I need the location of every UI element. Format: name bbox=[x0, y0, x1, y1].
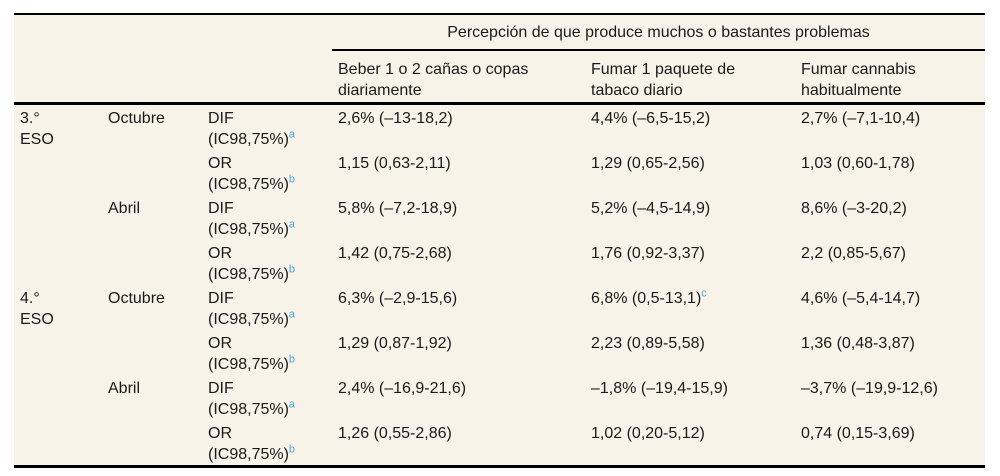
footnote-marker: b bbox=[288, 443, 296, 456]
value-cell: 1,76 (0,92-3,37) bbox=[591, 244, 705, 262]
column-header-line: Beber 1 o 2 cañas o copas bbox=[338, 61, 529, 78]
stat-cell: DIF (IC98,75%)a bbox=[202, 195, 332, 240]
stat-ci: (IC98,75%)a bbox=[208, 128, 296, 148]
stat-cell: DIF (IC98,75%)a bbox=[202, 285, 332, 330]
stat-ci: (IC98,75%)a bbox=[208, 308, 296, 328]
value-cell: 2,7% (–7,1-10,4) bbox=[801, 109, 921, 127]
value-cell: 1,42 (0,75-2,68) bbox=[338, 244, 452, 262]
stat-cell: OR (IC98,75%)b bbox=[202, 150, 332, 195]
table-row: Abril DIF (IC98,75%)a 2,4% (–16,9-21,6) … bbox=[14, 375, 985, 420]
empty-header-cell bbox=[14, 14, 102, 50]
stat-name: OR bbox=[208, 424, 232, 442]
value-cell: 0,74 (0,15-3,69) bbox=[801, 424, 915, 442]
value-cell: –3,7% (–19,9-12,6) bbox=[801, 379, 938, 397]
value-cell: 5,2% (–4,5-14,9) bbox=[591, 199, 711, 217]
stat-ci: (IC98,75%)a bbox=[208, 218, 296, 238]
results-table: Percepción de que produce muchos o basta… bbox=[14, 13, 985, 468]
stat-name: OR bbox=[208, 244, 232, 262]
footnote-marker: b bbox=[288, 173, 296, 186]
footnote-marker: a bbox=[288, 128, 296, 141]
grade-line: 4.° bbox=[20, 289, 40, 307]
column-header-line: Fumar 1 paquete de bbox=[591, 61, 736, 78]
grade-line: 3.° bbox=[20, 109, 40, 127]
empty-header-cell bbox=[202, 14, 332, 50]
footnote-marker: b bbox=[288, 263, 296, 276]
column-header-cannabis: Fumar cannabis habitualmente bbox=[795, 50, 985, 105]
month-cell: Abril bbox=[108, 379, 141, 397]
column-header-row: Beber 1 o 2 cañas o copas diariamente Fu… bbox=[14, 50, 985, 105]
footnote-marker: a bbox=[288, 218, 296, 231]
stat-ci: (IC98,75%)b bbox=[208, 263, 296, 283]
value-cell: 6,3% (–2,9-15,6) bbox=[338, 289, 458, 307]
stat-name: OR bbox=[208, 334, 232, 352]
value-cell: 1,36 (0,48-3,87) bbox=[801, 334, 915, 352]
table-row: OR (IC98,75%)b 1,42 (0,75-2,68) 1,76 (0,… bbox=[14, 240, 985, 285]
table-row: OR (IC98,75%)b 1,26 (0,55-2,86) 1,02 (0,… bbox=[14, 420, 985, 467]
results-table-wrapper: Percepción de que produce muchos o basta… bbox=[14, 13, 985, 468]
stat-name: DIF bbox=[208, 109, 234, 127]
footnote-marker: a bbox=[288, 398, 296, 411]
value-cell: 2,6% (–13-18,2) bbox=[338, 109, 453, 127]
footnote-marker: b bbox=[288, 353, 296, 366]
stat-cell: DIF (IC98,75%)a bbox=[202, 103, 332, 150]
table-row: OR (IC98,75%)b 1,29 (0,87-1,92) 2,23 (0,… bbox=[14, 330, 985, 375]
stat-name: OR bbox=[208, 154, 232, 172]
value-cell: 4,6% (–5,4-14,7) bbox=[801, 289, 921, 307]
empty-header-cell bbox=[202, 50, 332, 105]
column-header-beber: Beber 1 o 2 cañas o copas diariamente bbox=[332, 50, 585, 105]
table-row: 3.° ESO Octubre DIF (IC98,75%)a 2,6% (–1… bbox=[14, 103, 985, 150]
column-header-tabaco: Fumar 1 paquete de tabaco diario bbox=[585, 50, 795, 105]
value-cell: 1,29 (0,65-2,56) bbox=[591, 154, 705, 172]
month-cell: Abril bbox=[108, 199, 141, 217]
column-header-line: habitualmente bbox=[801, 82, 902, 99]
table-row: OR (IC98,75%)b 1,15 (0,63-2,11) 1,29 (0,… bbox=[14, 150, 985, 195]
column-header-line: diariamente bbox=[338, 82, 422, 99]
value-cell: 8,6% (–3-20,2) bbox=[801, 199, 907, 217]
stat-cell: DIF (IC98,75%)a bbox=[202, 375, 332, 420]
grade-line: ESO bbox=[20, 310, 54, 328]
value-cell: 5,8% (–7,2-18,9) bbox=[338, 199, 458, 217]
spanner-row: Percepción de que produce muchos o basta… bbox=[14, 14, 985, 51]
stat-name: DIF bbox=[208, 379, 234, 397]
value-cell: 1,03 (0,60-1,78) bbox=[801, 154, 915, 172]
stat-name: DIF bbox=[208, 199, 234, 217]
value-cell: 1,15 (0,63-2,11) bbox=[338, 154, 451, 172]
stat-ci: (IC98,75%)b bbox=[208, 443, 296, 463]
stat-ci: (IC98,75%)b bbox=[208, 353, 296, 373]
table-row: 4.° ESO Octubre DIF (IC98,75%)a 6,3% (–2… bbox=[14, 285, 985, 330]
value-cell: 2,23 (0,89-5,58) bbox=[591, 334, 705, 352]
grade-cell-4eso: 4.° ESO bbox=[14, 285, 102, 467]
value-cell: 2,2 (0,85-5,67) bbox=[801, 244, 906, 262]
value-cell: 1,02 (0,20-5,12) bbox=[591, 424, 705, 442]
column-header-line: tabaco diario bbox=[591, 82, 683, 99]
stat-cell: OR (IC98,75%)b bbox=[202, 330, 332, 375]
value-cell: 1,26 (0,55-2,86) bbox=[338, 424, 452, 442]
month-cell: Octubre bbox=[108, 109, 165, 127]
stat-cell: OR (IC98,75%)b bbox=[202, 420, 332, 467]
spanner-header: Percepción de que produce muchos o basta… bbox=[332, 14, 985, 51]
grade-line: ESO bbox=[20, 130, 54, 148]
empty-header-cell bbox=[102, 50, 202, 105]
column-header-line: Fumar cannabis bbox=[801, 61, 916, 78]
empty-header-cell bbox=[102, 14, 202, 50]
stat-ci: (IC98,75%)a bbox=[208, 398, 296, 418]
grade-cell-3eso: 3.° ESO bbox=[14, 103, 102, 285]
table-row: Abril DIF (IC98,75%)a 5,8% (–7,2-18,9) 5… bbox=[14, 195, 985, 240]
empty-header-cell bbox=[14, 50, 102, 105]
stat-name: DIF bbox=[208, 289, 234, 307]
value-cell: –1,8% (–19,4-15,9) bbox=[591, 379, 728, 397]
value-cell: 2,4% (–16,9-21,6) bbox=[338, 379, 467, 397]
month-cell: Octubre bbox=[108, 289, 165, 307]
stat-cell: OR (IC98,75%)b bbox=[202, 240, 332, 285]
value-cell: 6,8% (0,5-13,1)c bbox=[591, 287, 707, 307]
value-cell: 4,4% (–6,5-15,2) bbox=[591, 109, 711, 127]
footnote-marker: a bbox=[288, 308, 296, 321]
value-cell: 1,29 (0,87-1,92) bbox=[338, 334, 452, 352]
stat-ci: (IC98,75%)b bbox=[208, 173, 296, 193]
footnote-marker: c bbox=[701, 287, 707, 300]
